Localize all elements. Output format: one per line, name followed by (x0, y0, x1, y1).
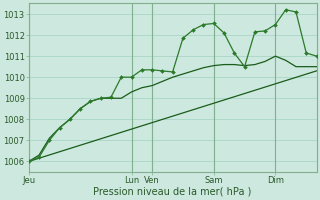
X-axis label: Pression niveau de la mer( hPa ): Pression niveau de la mer( hPa ) (93, 187, 252, 197)
